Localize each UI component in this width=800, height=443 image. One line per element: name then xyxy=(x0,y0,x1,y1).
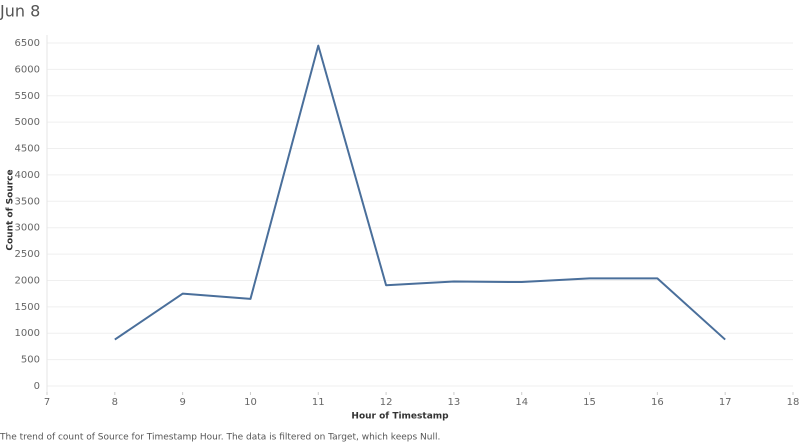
y-tick-label: 4500 xyxy=(15,144,40,155)
x-tick-label: 8 xyxy=(112,397,118,408)
y-tick-label: 4000 xyxy=(15,170,40,181)
x-tick-label: 7 xyxy=(44,397,50,408)
y-tick-label: 5000 xyxy=(15,117,40,128)
y-tick-label: 6500 xyxy=(15,38,40,49)
y-tick-label: 2500 xyxy=(15,249,40,260)
x-tick-label: 16 xyxy=(651,397,664,408)
chart-title: Jun 8 xyxy=(0,2,40,21)
x-tick-label: 18 xyxy=(787,397,800,408)
x-tick-label: 15 xyxy=(583,397,596,408)
y-tick-label: 1500 xyxy=(15,302,40,313)
y-tick-label: 2000 xyxy=(15,275,40,286)
y-tick-label: 3000 xyxy=(15,223,40,234)
x-tick-label: 9 xyxy=(179,397,185,408)
y-tick-label: 6000 xyxy=(15,64,40,75)
x-tick-label: 12 xyxy=(380,397,393,408)
y-tick-label: 1000 xyxy=(15,328,40,339)
y-tick-label: 500 xyxy=(21,355,40,366)
line xyxy=(114,44,726,341)
y-tick-label: 5500 xyxy=(15,91,40,102)
y-tick-label: 0 xyxy=(34,381,40,392)
y-tick-label: 3500 xyxy=(15,196,40,207)
x-tick-label: 10 xyxy=(244,397,257,408)
x-tick-label: 11 xyxy=(312,397,325,408)
y-axis-title: Count of Source xyxy=(6,169,16,250)
x-axis-title: Hour of Timestamp xyxy=(351,412,449,422)
x-tick-label: 13 xyxy=(448,397,461,408)
x-tick-label: 14 xyxy=(515,397,528,408)
x-tick-label: 17 xyxy=(719,397,732,408)
caption: The trend of count of Source for Timesta… xyxy=(0,433,440,443)
